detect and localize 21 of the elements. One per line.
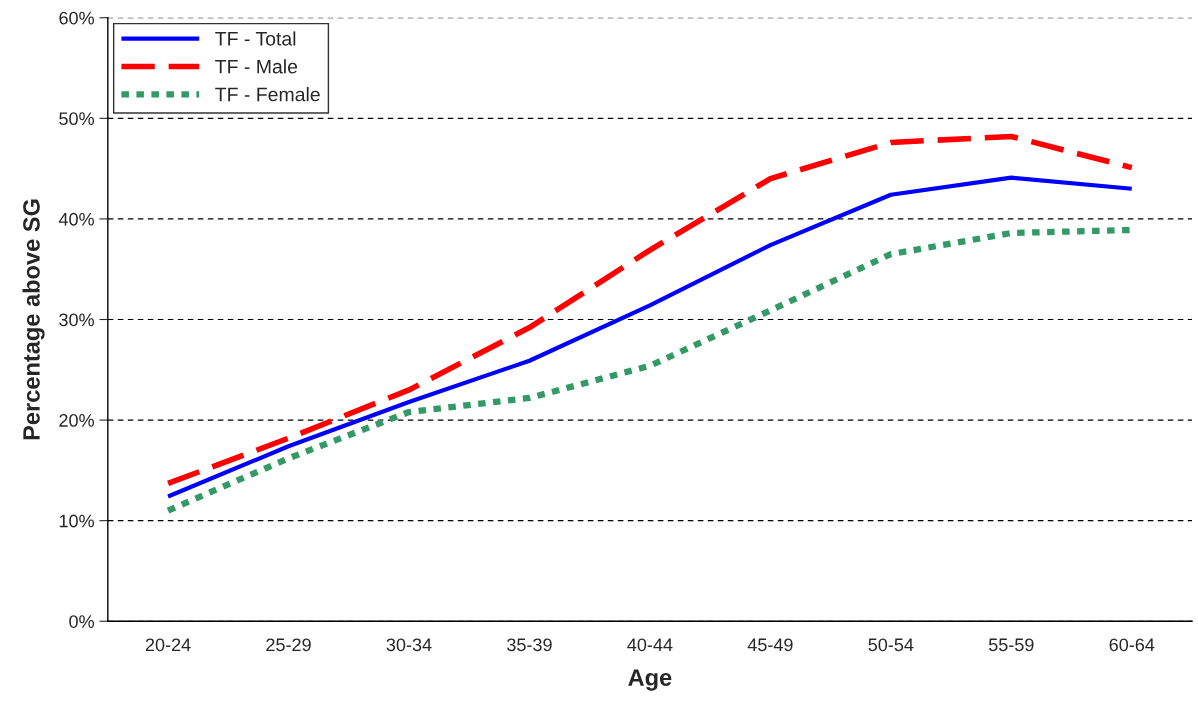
x-tick-label: 20-24 [145, 638, 191, 652]
y-tick-label: 60% [59, 11, 94, 25]
legend-label: TF - Total [215, 31, 296, 46]
legend-label: TF - Male [215, 59, 298, 74]
x-tick-label: 45-49 [747, 638, 793, 652]
y-tick-label: 40% [58, 212, 94, 226]
legend-label: TF - Female [215, 87, 320, 102]
y-tick-label: 20% [59, 414, 94, 427]
x-tick-label: 40-44 [627, 638, 673, 652]
x-axis-title: Age [628, 669, 672, 691]
y-axis-title: Percentage above SG [22, 199, 45, 440]
x-tick-label: 60-64 [1109, 638, 1155, 652]
x-tick-label: 50-54 [868, 638, 914, 652]
y-tick-label: 10% [59, 514, 94, 528]
x-tick-label: 55-59 [988, 638, 1034, 652]
x-tick-label: 25-29 [266, 638, 311, 652]
y-tick-label: 50% [59, 112, 94, 126]
x-tick-label: 30-34 [386, 638, 432, 652]
y-tick-label: 30% [59, 313, 94, 327]
x-tick-label: 35-39 [507, 638, 552, 652]
y-tick-label: 0% [69, 615, 94, 628]
